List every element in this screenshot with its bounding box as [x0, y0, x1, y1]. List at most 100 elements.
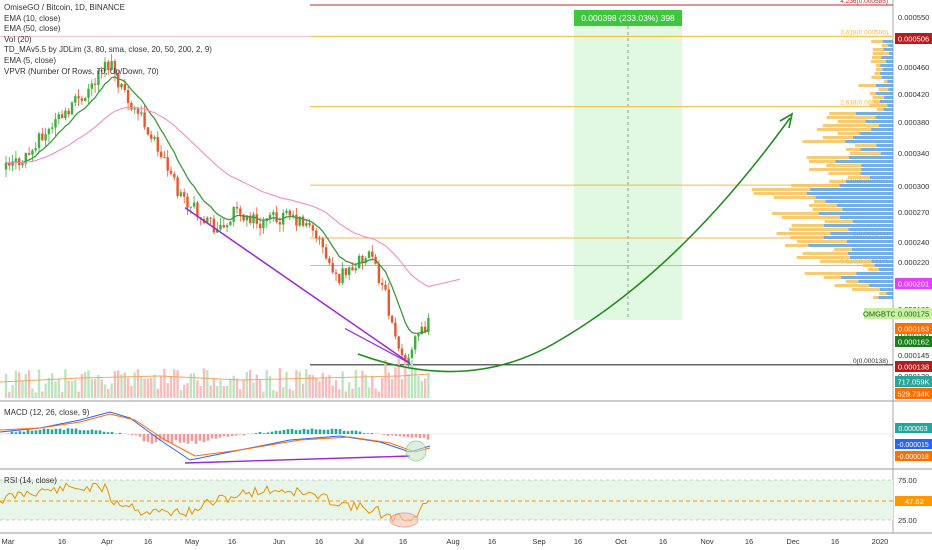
vpvr-bar-up — [848, 156, 893, 159]
candle-body — [4, 162, 8, 170]
candle-body — [331, 263, 334, 273]
candle-body — [295, 214, 298, 226]
candle-body — [334, 272, 338, 274]
indicator-ema10: EMA (10, close) — [4, 13, 61, 23]
volume-bar — [14, 370, 18, 398]
downtrend-line — [184, 207, 411, 365]
vpvr-bar-up — [842, 208, 893, 211]
time-axis-label: Sep — [532, 537, 545, 546]
volume-bar — [192, 373, 196, 398]
vpvr-bar-up — [875, 116, 893, 119]
volume-bar — [361, 370, 364, 398]
projection-curve — [357, 117, 791, 373]
volume-bar — [315, 377, 318, 398]
volume-bar — [166, 383, 169, 398]
vpvr-bar-down — [872, 96, 884, 99]
volume-bar — [331, 385, 334, 398]
time-axis-label: 16 — [144, 537, 152, 546]
vpvr-bar-down — [808, 204, 837, 207]
vpvr-bar-down — [791, 184, 840, 187]
macd-histogram-bar — [34, 430, 38, 434]
vpvr-bar-up — [887, 80, 893, 83]
volume-bar — [381, 377, 384, 398]
macd-histogram-bar — [190, 434, 194, 441]
vpvr-bar-up — [823, 224, 893, 227]
price-badge-text: 529.734K — [897, 390, 929, 399]
volume-bar — [11, 384, 14, 398]
vpvr-bar-down — [871, 56, 882, 59]
vpvr-bar-down — [751, 188, 811, 191]
macd-histogram-bar — [262, 433, 266, 434]
candle-body — [387, 289, 390, 316]
candle-body — [8, 162, 11, 166]
volume-bar — [31, 388, 34, 398]
macd-histogram-bar — [354, 430, 358, 434]
price-badge-bg — [895, 361, 932, 372]
volume-bar — [222, 386, 225, 398]
vpvr-bar-up — [879, 124, 893, 127]
volume-bar — [173, 369, 176, 398]
candle-body — [364, 258, 367, 264]
price-badge-text: 0.000175 — [898, 310, 929, 319]
macd-histogram-bar — [50, 429, 54, 434]
candle-body — [242, 214, 245, 221]
macd-histogram-bar — [10, 431, 14, 434]
candle-body — [18, 158, 21, 166]
candle-body — [14, 158, 18, 162]
candle-body — [97, 70, 100, 85]
candle-body — [34, 148, 37, 151]
vpvr-bar-up — [882, 68, 893, 71]
volume-bar — [298, 371, 301, 398]
vpvr-bar-up — [865, 120, 893, 123]
volume-bar — [262, 391, 265, 398]
vpvr-bar-down — [872, 52, 889, 55]
vpvr-bar-down — [881, 44, 889, 47]
vpvr-bar-down — [834, 248, 852, 251]
volume-bar — [146, 378, 150, 398]
candle-body — [272, 212, 275, 215]
rsi-oversold-highlight — [389, 512, 419, 528]
vpvr-bar-up — [836, 204, 893, 207]
volume-bar — [143, 378, 146, 398]
volume-bar — [87, 370, 90, 398]
vpvr-bar-up — [830, 232, 893, 235]
volume-bar — [245, 371, 249, 398]
time-axis-label: 16 — [574, 537, 582, 546]
macd-histogram-bar — [14, 432, 18, 434]
candle-body — [357, 255, 361, 269]
macd-histogram-bar — [366, 433, 370, 434]
macd-divergence-line — [184, 455, 411, 464]
price-tick-label: 0.000460 — [898, 63, 929, 72]
candle-body — [153, 136, 156, 139]
volume-bar — [404, 359, 407, 398]
volume-bar — [417, 376, 420, 398]
volume-bar — [74, 379, 77, 398]
candle-body — [354, 268, 357, 271]
vpvr-bar-down — [855, 144, 877, 147]
candle-body — [285, 210, 288, 213]
vpvr-bar-up — [846, 240, 893, 243]
macd-histogram-bar — [202, 434, 206, 443]
vpvr-bar-down — [872, 100, 880, 103]
measure-label-bg — [574, 10, 682, 26]
vpvr-bar-up — [879, 288, 893, 291]
macd-histogram-bar — [78, 430, 82, 434]
time-axis-label: 16 — [399, 537, 407, 546]
macd-histogram-bar — [30, 430, 34, 434]
price-badge-text: 0.000163 — [898, 325, 929, 334]
candle-body — [361, 255, 364, 264]
candle-body — [410, 349, 414, 358]
macd-histogram-bar — [406, 434, 410, 438]
time-axis-label: 16 — [228, 537, 236, 546]
macd-histogram-bar — [182, 434, 186, 443]
macd-histogram-bar — [166, 434, 170, 443]
candle-body — [117, 73, 120, 88]
time-axis-label: 16 — [659, 537, 667, 546]
volume-bar — [252, 382, 255, 398]
price-badge-text: 0.000506 — [898, 35, 929, 44]
candle-body — [159, 151, 163, 158]
volume-bar — [291, 390, 295, 398]
candle-body — [318, 238, 321, 240]
candle-body — [232, 207, 235, 222]
